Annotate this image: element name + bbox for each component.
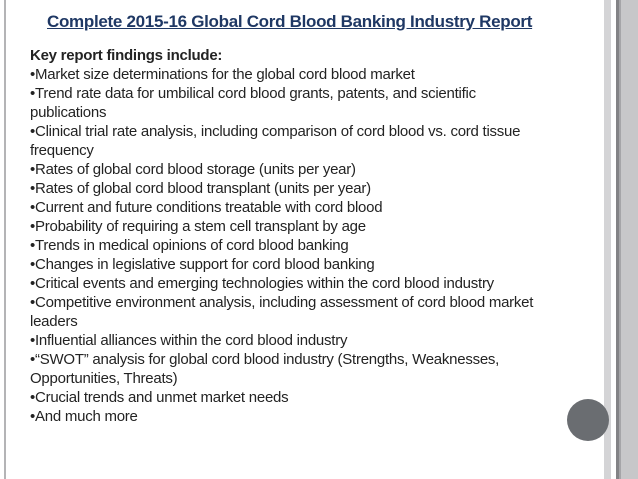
- bullet-line: •“SWOT” analysis for global cord blood i…: [30, 351, 500, 368]
- bullet-line: •Market size determinations for the glob…: [30, 66, 415, 83]
- bullet-line: •Changes in legislative support for cord…: [30, 256, 375, 273]
- findings-heading: Key report findings include:: [30, 47, 223, 64]
- bullet-line: •Competitive environment analysis, inclu…: [30, 294, 534, 311]
- slide-right-background: [621, 0, 638, 479]
- slide-right-border-shadow: [619, 0, 621, 479]
- slide-left-border: [4, 0, 6, 479]
- gray-dot-decoration: [567, 399, 609, 441]
- slide-right-border-stripe: [604, 0, 611, 479]
- bullet-line: •Current and future conditions treatable…: [30, 199, 383, 216]
- bullet-line-wrap: Opportunities, Threats): [30, 370, 178, 387]
- bullet-line: •Crucial trends and unmet market needs: [30, 389, 289, 406]
- bullet-line: •Rates of global cord blood transplant (…: [30, 180, 371, 197]
- bullet-line: •Trends in medical opinions of cord bloo…: [30, 237, 349, 254]
- bullet-line-wrap: publications: [30, 104, 107, 121]
- report-findings-list: Key report findings include: •Market siz…: [30, 46, 590, 426]
- bullet-line-wrap: frequency: [30, 142, 94, 159]
- bullet-line-wrap: leaders: [30, 313, 78, 330]
- bullet-line: •And much more: [30, 408, 138, 425]
- bullet-line: •Probability of requiring a stem cell tr…: [30, 218, 366, 235]
- slide-title-link[interactable]: Complete 2015-16 Global Cord Blood Banki…: [47, 12, 533, 31]
- bullet-line: •Clinical trial rate analysis, including…: [30, 123, 521, 140]
- bullet-line: •Trend rate data for umbilical cord bloo…: [30, 85, 476, 102]
- bullet-line: •Influential alliances within the cord b…: [30, 332, 348, 349]
- slide-right-border-line: [616, 0, 619, 479]
- bullet-line: •Rates of global cord blood storage (uni…: [30, 161, 356, 178]
- bullet-line: •Critical events and emerging technologi…: [30, 275, 494, 292]
